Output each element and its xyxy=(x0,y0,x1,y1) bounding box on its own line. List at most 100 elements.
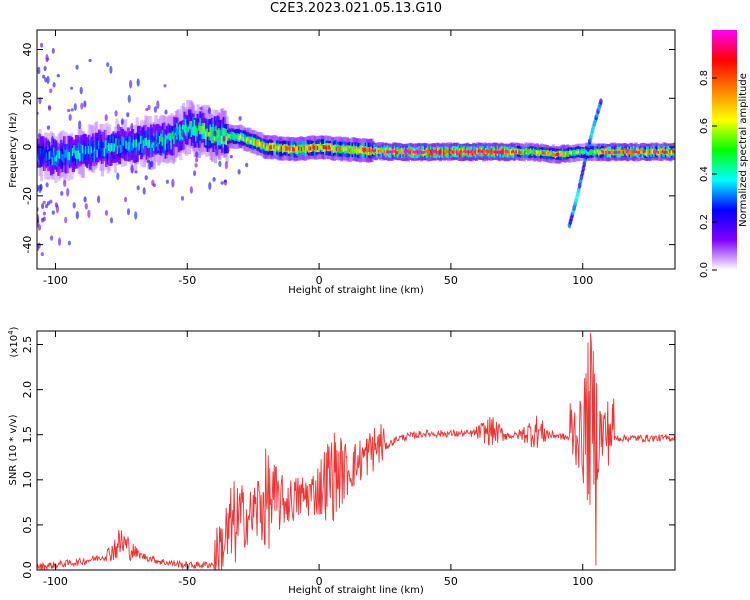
spectrogram-y-tick-label: 40 xyxy=(21,43,34,57)
spectrogram-noise-point xyxy=(47,105,52,109)
spectrogram-noise-point xyxy=(37,66,41,75)
spectrogram-noise-point xyxy=(38,164,43,168)
spectrogram-noise-point xyxy=(163,84,167,88)
spectrogram-noise-point xyxy=(40,42,44,48)
colorbar-tick-label: 0.2 xyxy=(699,214,710,230)
spectrogram-noise-point xyxy=(152,183,156,188)
spectrogram-ticks: -100 -50 0 50 100 -40 -20 0 20 40 xyxy=(21,30,675,287)
snr-frame xyxy=(36,330,676,571)
spectrogram-noise-point xyxy=(224,161,228,170)
snr-y-tick-label: 2.0 xyxy=(21,381,34,399)
spectrogram-noise-point xyxy=(69,135,73,141)
spectrogram-x-tick-label: 50 xyxy=(444,274,458,287)
spectrogram-noise-point xyxy=(173,124,177,133)
spectrogram-noise-point xyxy=(49,199,53,204)
snr-xlabel: Height of straight line (km) xyxy=(288,585,424,596)
snr-x-tick-label: 100 xyxy=(572,575,593,588)
spectrogram-noise-point xyxy=(212,177,216,182)
spectrogram-noise-point xyxy=(105,153,109,161)
spectrogram-noise-point xyxy=(88,58,92,63)
spectrogram-noise-point xyxy=(106,62,110,68)
snr-series-line xyxy=(37,332,675,570)
spectrogram-xlabel: Height of straight line (km) xyxy=(288,285,424,296)
spectrogram-noise-point xyxy=(130,123,134,131)
spectrogram-secondary-trace-point xyxy=(599,98,603,105)
spectrogram-noise-point xyxy=(195,157,199,163)
spectrogram-noise-point xyxy=(61,150,65,155)
spectrogram-x-tick-label: 100 xyxy=(572,274,593,287)
spectrogram-noise-point xyxy=(142,187,146,195)
spectrogram-noise-point xyxy=(109,217,114,224)
spectrogram-x-tick-label: 0 xyxy=(316,274,323,287)
snr-ticks: -100 -50 0 50 100 0.0 0.5 1.0 1.5 2.0 2.5 xyxy=(21,331,675,588)
spectrogram-noise-point xyxy=(41,203,45,210)
spectrogram-noise-point xyxy=(153,144,157,149)
snr-panel: -100 -50 0 50 100 0.0 0.5 1.0 1.5 2.0 2.5 Height o… xyxy=(7,326,676,596)
spectrogram-noise-point xyxy=(221,118,225,128)
spectrogram-noise-point xyxy=(156,100,160,110)
snr-ylabel: SNR (10 * v/v) xyxy=(8,414,19,485)
spectrogram-noise-point xyxy=(37,184,40,192)
spectrogram-noise-point xyxy=(116,123,121,131)
spectrogram-noise-point xyxy=(45,54,49,63)
spectrogram-noise-point xyxy=(116,172,120,180)
spectrogram-noise-point xyxy=(38,97,42,105)
snr-y-tick-label: 0.0 xyxy=(21,561,34,579)
spectrogram-noise-point xyxy=(154,138,158,146)
colorbar-label: Normalized spectral amplitude xyxy=(738,73,749,227)
spectrogram-noise-point xyxy=(237,169,241,175)
spectrogram-y-tick-label: -20 xyxy=(21,187,34,205)
snr-y-tick-label: 0.5 xyxy=(21,516,34,534)
spectrogram-noise-point xyxy=(148,161,152,170)
spectrogram-noise-point xyxy=(127,94,131,103)
spectrogram-noise-point xyxy=(222,135,226,142)
spectrogram-noise-point xyxy=(40,252,44,257)
spectrogram-noise-point xyxy=(51,210,55,215)
spectrogram-noise-point xyxy=(51,47,55,54)
spectrogram-noise-point xyxy=(95,156,99,166)
spectrogram-noise-point xyxy=(104,114,108,122)
spectrogram-noise-point xyxy=(134,211,138,220)
spectrogram-noise-point xyxy=(144,175,148,181)
spectrogram-noise-point xyxy=(75,211,79,220)
spectrogram-noise-point xyxy=(199,106,203,110)
spectrogram-noise-point xyxy=(147,104,151,111)
spectrogram-panel: -100 -50 0 50 100 -40 -20 0 20 40 Height of strai… xyxy=(8,29,676,296)
spectrogram-noise-point xyxy=(194,163,198,168)
spectrogram-noise-point xyxy=(195,151,199,158)
spectrogram-noise-point xyxy=(180,196,185,201)
snr-y-tick-label: 2.5 xyxy=(21,336,34,354)
spectrogram-noise-point xyxy=(104,209,109,216)
spectrogram-noise-point xyxy=(126,112,130,118)
spectrogram-noise-point xyxy=(112,154,116,159)
spectrogram-noise-point xyxy=(223,179,227,183)
spectrogram-noise-point xyxy=(42,74,46,79)
spectrogram-noise-point xyxy=(120,118,124,125)
snr-x-tick-label: -100 xyxy=(43,575,68,588)
spectrogram-marks xyxy=(37,42,675,257)
spectrogram-noise-point xyxy=(245,162,249,168)
spectrogram-noise-point xyxy=(57,237,62,246)
spectrogram-noise-point xyxy=(67,108,71,113)
spectrogram-frame xyxy=(36,29,676,270)
spectrogram-noise-point xyxy=(134,170,138,174)
colorbar-ticks: 0.0 0.2 0.4 0.6 0.8 xyxy=(699,70,717,278)
colorbar-tick-label: 0.0 xyxy=(699,262,710,278)
spectrogram-noise-point xyxy=(72,202,76,209)
spectrogram-noise-point xyxy=(229,155,233,159)
spectrogram-noise-point xyxy=(213,130,217,137)
spectrogram-noise-point xyxy=(80,102,84,110)
spectrogram-noise-point xyxy=(218,160,222,168)
figure-title: C2E3.2023.021.05.13.G10 xyxy=(269,1,443,16)
spectrogram-noise-point xyxy=(206,136,210,143)
spectrogram-noise-point xyxy=(56,74,60,78)
spectrogram-noise-point xyxy=(60,160,64,169)
spectrogram-noise-point xyxy=(126,208,131,216)
spectrogram-noise-point xyxy=(60,191,64,196)
snr-y-tick-label: 1.0 xyxy=(21,471,34,489)
spectrogram-noise-point xyxy=(193,170,197,177)
spectrogram-noise-point xyxy=(84,134,88,144)
spectrogram-noise-point xyxy=(38,153,42,162)
spectrogram-noise-point xyxy=(150,134,154,144)
spectrogram-noise-point xyxy=(109,65,113,74)
